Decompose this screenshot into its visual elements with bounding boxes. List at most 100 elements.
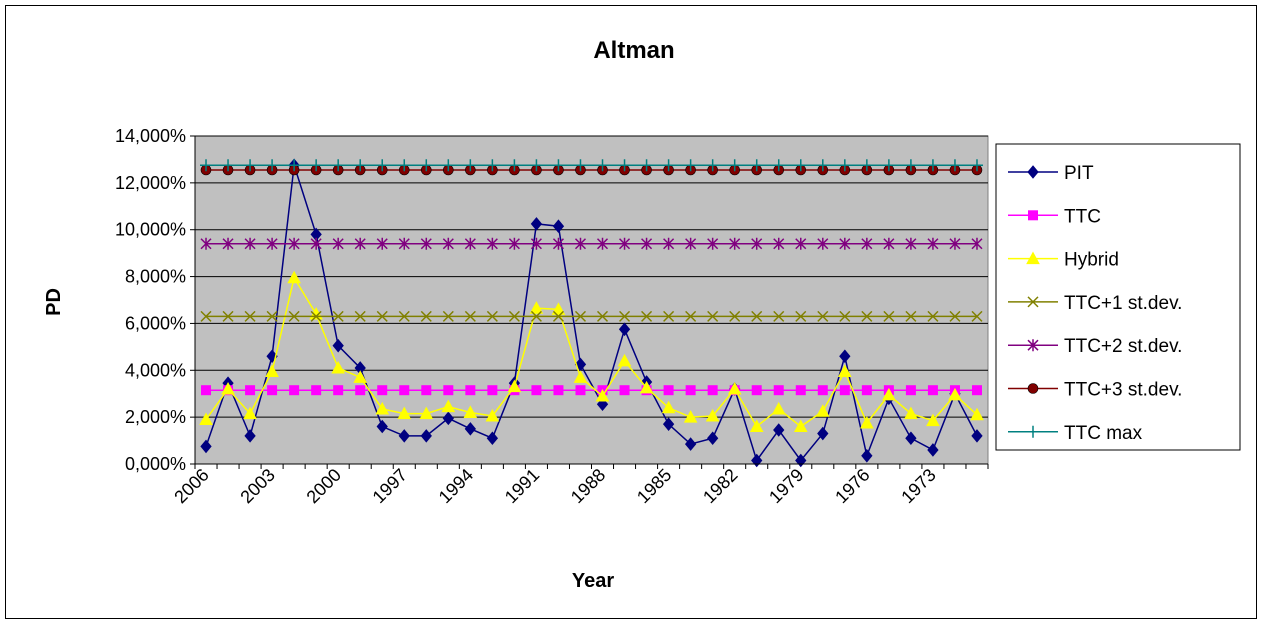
data-point-ttc-1-st-dev <box>883 310 895 322</box>
series-layer <box>199 158 984 468</box>
data-point-ttc <box>267 385 278 396</box>
data-point-ttc <box>333 385 344 396</box>
legend-item-ttc-max: TTC max <box>1008 423 1143 444</box>
data-point-ttc-2-st-dev <box>376 237 388 250</box>
data-point-ttc <box>487 385 498 396</box>
data-point-ttc-max <box>354 159 367 172</box>
data-point-ttc-1-st-dev <box>685 310 697 322</box>
data-point-ttc-max <box>684 159 697 172</box>
data-point-pit <box>376 419 388 434</box>
data-point-ttc-max <box>574 159 587 172</box>
data-point-ttc-1-st-dev <box>310 310 322 322</box>
data-point-pit <box>552 219 565 233</box>
data-point-ttc-1-st-dev <box>332 310 344 322</box>
legend-swatch-marker <box>1027 296 1039 308</box>
legend-label: TTC+2 st.dev. <box>1064 336 1182 357</box>
data-point-ttc-1-st-dev <box>971 310 983 322</box>
data-point-ttc <box>905 385 916 396</box>
data-point-ttc-1-st-dev <box>729 310 741 322</box>
data-point-ttc-max <box>816 159 829 172</box>
data-point-pit <box>486 431 499 446</box>
data-point-ttc <box>575 385 586 396</box>
data-point-ttc-1-st-dev <box>442 310 454 322</box>
legend-item-pit: PIT <box>1008 163 1094 184</box>
data-point-hybrid <box>926 413 940 427</box>
legend-label: TTC+3 st.dev. <box>1064 380 1182 401</box>
data-point-ttc-2-st-dev <box>619 237 631 250</box>
data-point-ttc-max <box>464 159 477 172</box>
legend-swatch-marker <box>1026 251 1040 265</box>
data-point-hybrid <box>837 364 852 377</box>
data-point-pit <box>332 338 344 353</box>
data-point-pit <box>530 217 543 231</box>
data-point-ttc-2-st-dev <box>486 237 498 250</box>
data-point-ttc <box>245 385 256 396</box>
data-point-ttc-max <box>376 159 389 172</box>
data-point-ttc-1-st-dev <box>839 310 851 322</box>
data-point-ttc-max <box>552 159 565 172</box>
x-tick-label: 1994 <box>435 465 477 507</box>
data-point-hybrid <box>793 419 808 433</box>
data-point-ttc-2-st-dev <box>244 237 256 250</box>
data-point-ttc <box>289 385 300 396</box>
plot-background <box>194 135 989 465</box>
data-point-ttc-2-st-dev <box>310 237 322 250</box>
data-point-pit <box>244 429 256 443</box>
data-point-ttc-max <box>860 159 873 172</box>
data-point-ttc <box>685 385 696 396</box>
data-point-hybrid <box>727 381 742 395</box>
data-point-ttc-2-st-dev <box>685 237 697 250</box>
data-point-ttc-2-st-dev <box>266 237 278 250</box>
data-point-ttc-1-st-dev <box>619 310 631 322</box>
data-point-hybrid <box>970 407 984 421</box>
x-tick-label: 2000 <box>303 465 345 507</box>
legend-swatch-marker <box>1027 339 1039 352</box>
data-point-ttc-max <box>266 159 279 172</box>
series-ttc-1-st-dev <box>200 310 983 322</box>
data-point-pit <box>773 423 785 437</box>
data-point-hybrid <box>243 406 257 420</box>
data-point-ttc-1-st-dev <box>398 310 410 322</box>
y-tick-label: 12,000% <box>115 173 186 193</box>
y-tick-label: 4,000% <box>125 360 186 380</box>
data-point-ttc-1-st-dev <box>508 310 520 322</box>
data-point-hybrid <box>860 415 874 429</box>
data-point-ttc-max <box>486 159 499 172</box>
data-point-hybrid <box>485 408 500 422</box>
data-point-ttc-2-st-dev <box>530 237 542 250</box>
data-point-ttc-1-st-dev <box>795 310 807 322</box>
x-tick-label: 1982 <box>699 465 741 507</box>
data-point-hybrid <box>683 410 698 423</box>
data-point-ttc-2-st-dev <box>861 237 873 250</box>
data-point-ttc-2-st-dev <box>883 237 895 250</box>
data-point-ttc-2-st-dev <box>574 237 587 250</box>
data-point-ttc-2-st-dev <box>552 237 564 250</box>
data-point-ttc-1-st-dev <box>596 310 609 322</box>
legend-item-ttc-2-st-dev: TTC+2 st.dev. <box>1008 336 1182 357</box>
data-point-ttc-max <box>750 159 763 172</box>
plot-area <box>194 135 989 465</box>
data-point-ttc <box>465 385 476 396</box>
data-point-hybrid <box>639 380 654 394</box>
data-point-ttc <box>773 385 784 396</box>
data-point-hybrid <box>463 405 478 418</box>
data-point-hybrid <box>441 399 456 413</box>
x-tick-label: 2003 <box>236 465 278 507</box>
data-point-ttc-1-st-dev <box>707 310 719 322</box>
data-point-ttc-1-st-dev <box>927 310 939 322</box>
data-point-ttc <box>751 385 762 396</box>
data-point-ttc-max <box>640 159 653 172</box>
data-point-ttc-2-st-dev <box>905 237 917 250</box>
series-hybrid <box>199 270 984 433</box>
data-point-hybrid <box>199 412 213 425</box>
legend-label: TTC <box>1064 206 1101 227</box>
data-point-ttc-max <box>904 159 917 172</box>
chart-title: Altman <box>593 37 674 64</box>
data-point-ttc-2-st-dev <box>222 237 234 250</box>
data-point-ttc-2-st-dev <box>707 237 719 250</box>
x-tick-label: 1997 <box>369 465 411 507</box>
data-point-ttc-1-st-dev <box>773 310 785 322</box>
x-tick-label: 1979 <box>765 465 807 507</box>
data-point-hybrid <box>815 404 830 417</box>
